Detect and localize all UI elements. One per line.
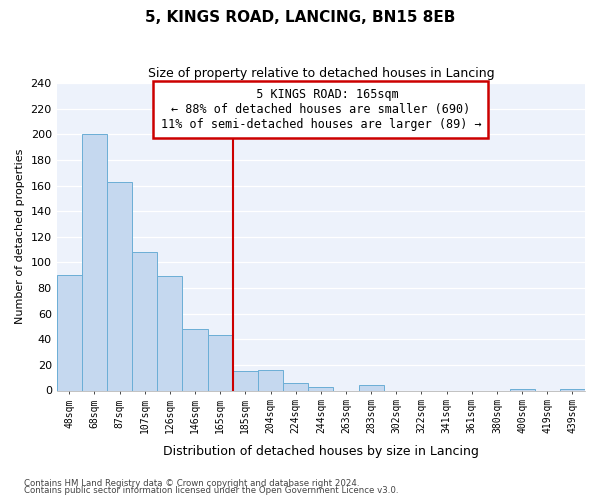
Bar: [560, 389, 585, 390]
Bar: [82, 134, 107, 390]
Bar: [56, 275, 82, 390]
Bar: [283, 383, 308, 390]
Text: 5, KINGS ROAD, LANCING, BN15 8EB: 5, KINGS ROAD, LANCING, BN15 8EB: [145, 10, 455, 25]
Bar: [233, 372, 258, 390]
Bar: [208, 336, 233, 390]
Bar: [132, 252, 157, 390]
Text: 5 KINGS ROAD: 165sqm
← 88% of detached houses are smaller (690)
11% of semi-deta: 5 KINGS ROAD: 165sqm ← 88% of detached h…: [161, 88, 481, 130]
Bar: [509, 389, 535, 390]
Bar: [258, 370, 283, 390]
Text: Contains public sector information licensed under the Open Government Licence v3: Contains public sector information licen…: [24, 486, 398, 495]
X-axis label: Distribution of detached houses by size in Lancing: Distribution of detached houses by size …: [163, 444, 479, 458]
Y-axis label: Number of detached properties: Number of detached properties: [15, 149, 25, 324]
Bar: [308, 386, 334, 390]
Bar: [359, 386, 384, 390]
Title: Size of property relative to detached houses in Lancing: Size of property relative to detached ho…: [148, 68, 494, 80]
Bar: [107, 182, 132, 390]
Bar: [157, 276, 182, 390]
Text: Contains HM Land Registry data © Crown copyright and database right 2024.: Contains HM Land Registry data © Crown c…: [24, 478, 359, 488]
Bar: [182, 329, 208, 390]
